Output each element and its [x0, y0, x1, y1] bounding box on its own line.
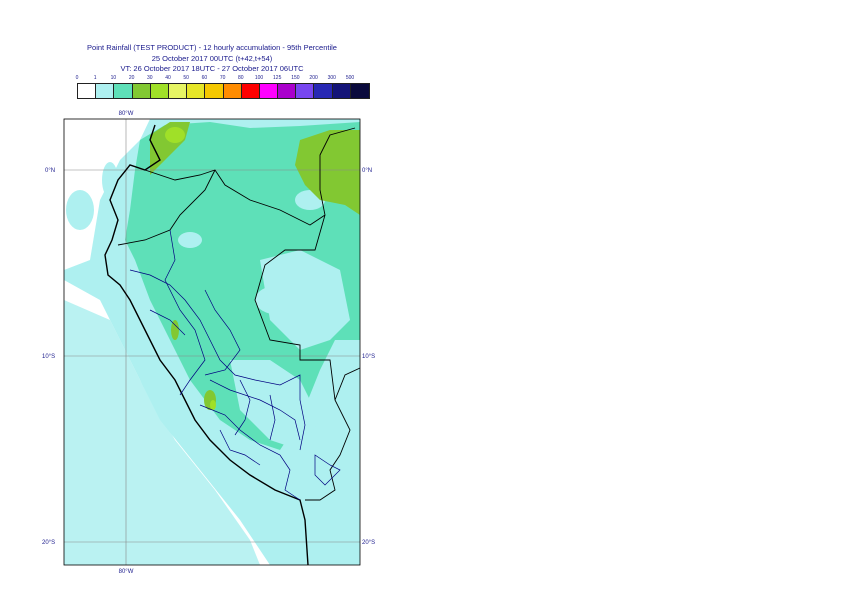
graticule: [64, 119, 360, 565]
legend-swatch: [168, 84, 188, 98]
lat-label-right-0: 0°N: [362, 168, 372, 174]
legend-tick-label: 500: [345, 75, 355, 81]
legend-swatch: [132, 84, 151, 98]
legend-tick-label: 80: [238, 75, 244, 81]
legend-swatch: [187, 84, 206, 98]
legend-swatch: [241, 84, 260, 98]
legend-tick-label: 125: [273, 75, 282, 81]
legend-swatch: [223, 84, 242, 98]
lat-label-right-10: 10°S: [362, 354, 375, 360]
legend-swatch: [114, 84, 133, 98]
color-legend: [77, 83, 370, 99]
lon-label-bottom: 80°W: [119, 569, 134, 575]
legend-swatch: [205, 84, 224, 98]
lat-label-left-0: 0°N: [45, 168, 55, 174]
legend-tick-label: 10: [110, 75, 117, 81]
legend-tick-label: 0: [75, 75, 79, 81]
lat-label-left-20: 20°S: [42, 540, 55, 546]
legend-tick-label: 300: [327, 75, 336, 81]
land-light-patches: [178, 190, 360, 565]
legend-swatch: [96, 84, 115, 98]
lon-label-top: 80°W: [119, 111, 134, 117]
lat-label-left-10: 10°S: [42, 354, 55, 360]
country-borders: [117, 127, 360, 501]
legend-swatch: [350, 84, 369, 98]
land-peak-region: [165, 127, 216, 410]
legend-tick-label: 150: [291, 75, 300, 81]
legend-swatch: [259, 84, 279, 98]
map-subtitle-validity: VT: 26 October 2017 18UTC - 27 October 2…: [120, 64, 304, 73]
legend-tick-label: 60: [201, 75, 208, 81]
legend-swatch: [332, 84, 351, 98]
legend-tick-labels: 0 1 10 20 30 40 50 60 70 80 100 125 150 200 300 500: [0, 75, 842, 84]
legend-tick-label: 20: [128, 75, 135, 81]
lat-label-right-20: 20°S: [362, 540, 375, 546]
legend-tick-label: 50: [183, 75, 189, 81]
legend-tick-label: 1: [93, 75, 97, 81]
coastline: [104, 124, 309, 565]
regional-borders: [129, 229, 341, 501]
legend-swatch: [78, 84, 97, 98]
legend-tick-label: 70: [219, 75, 226, 81]
legend-tick-label: 100: [254, 75, 264, 81]
legend-tick-label: 30: [147, 75, 153, 81]
legend-swatch: [278, 84, 297, 98]
legend-swatch: [314, 84, 333, 98]
map-frame: [63, 118, 361, 566]
map-title: Point Rainfall (TEST PRODUCT) - 12 hourl…: [87, 43, 337, 52]
legend-tick-label: 40: [165, 75, 171, 81]
legend-tick-label: 200: [309, 75, 318, 81]
map-subtitle-run: 25 October 2017 00UTC (t+42,t+54): [151, 54, 273, 63]
legend-swatch: [150, 84, 169, 98]
legend-swatch: [296, 84, 315, 98]
